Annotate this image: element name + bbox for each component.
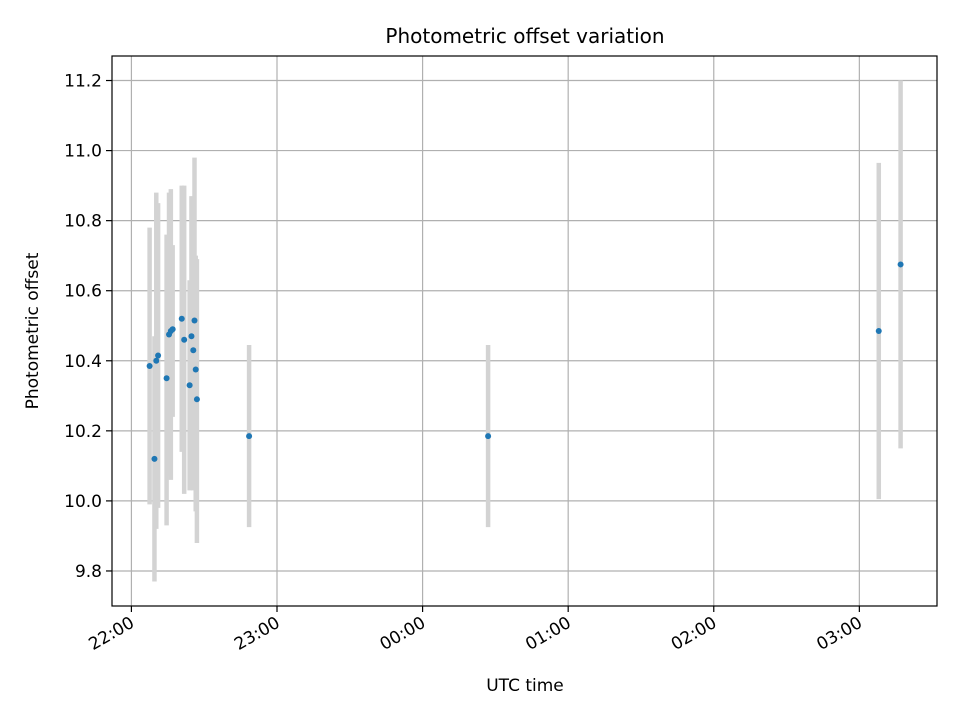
data-point <box>875 328 882 334</box>
data-point <box>146 363 153 370</box>
y-tick-label: 10.0 <box>64 492 102 512</box>
y-tick-label: 10.4 <box>64 352 102 372</box>
data-point <box>190 347 197 354</box>
y-axis: 9.8 10.0 10.2 10.4 10.6 10.8 11.0 11.2 <box>64 72 112 582</box>
y-tick-label: 10.2 <box>64 422 102 442</box>
data-point <box>153 357 160 364</box>
y-tick-label: 11.0 <box>64 142 102 162</box>
data-point <box>155 352 162 359</box>
y-tick-label: 10.6 <box>64 282 102 302</box>
chart-title: Photometric offset variation <box>385 24 664 48</box>
y-tick-label: 9.8 <box>75 562 102 582</box>
data-point <box>181 336 188 343</box>
y-tick-label: 10.8 <box>64 212 102 232</box>
data-point <box>151 455 158 462</box>
data-point <box>188 333 195 340</box>
data-point <box>193 396 200 403</box>
data-point <box>191 317 198 324</box>
y-axis-title: Photometric offset <box>23 252 43 409</box>
data-points <box>146 261 904 462</box>
x-axis-title: UTC time <box>486 676 564 696</box>
data-point <box>246 433 253 440</box>
y-tick-label: 11.2 <box>64 72 102 92</box>
data-point <box>163 375 170 382</box>
data-point <box>186 382 193 389</box>
data-point <box>485 433 492 440</box>
data-point <box>169 326 176 333</box>
grid <box>112 56 937 606</box>
data-point <box>178 315 185 322</box>
plot-frame <box>111 55 938 607</box>
data-point <box>192 366 199 373</box>
data-point <box>897 261 904 268</box>
